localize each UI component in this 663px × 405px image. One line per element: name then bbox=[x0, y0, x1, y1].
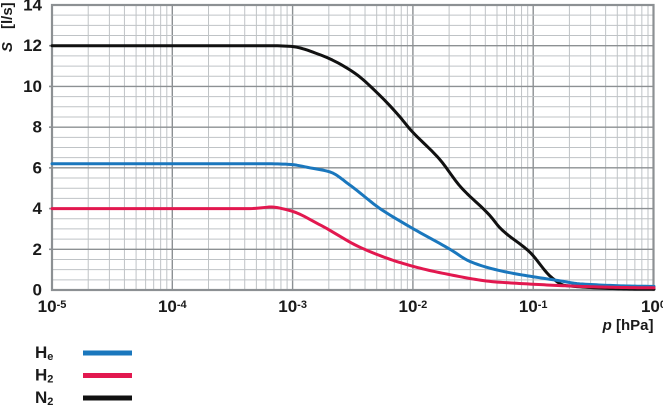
svg-text:p [hPa]: p [hPa] bbox=[602, 317, 654, 334]
svg-text:12: 12 bbox=[23, 36, 42, 55]
svg-text:6: 6 bbox=[33, 158, 42, 177]
svg-text:10: 10 bbox=[23, 77, 42, 96]
svg-text:4: 4 bbox=[33, 199, 43, 218]
svg-text:S: S bbox=[0, 42, 16, 52]
svg-text:100: 100 bbox=[641, 297, 663, 316]
svg-text:[l/s]: [l/s] bbox=[0, 2, 16, 29]
svg-text:8: 8 bbox=[33, 118, 42, 137]
svg-text:2: 2 bbox=[33, 240, 42, 259]
svg-text:14: 14 bbox=[23, 0, 42, 15]
